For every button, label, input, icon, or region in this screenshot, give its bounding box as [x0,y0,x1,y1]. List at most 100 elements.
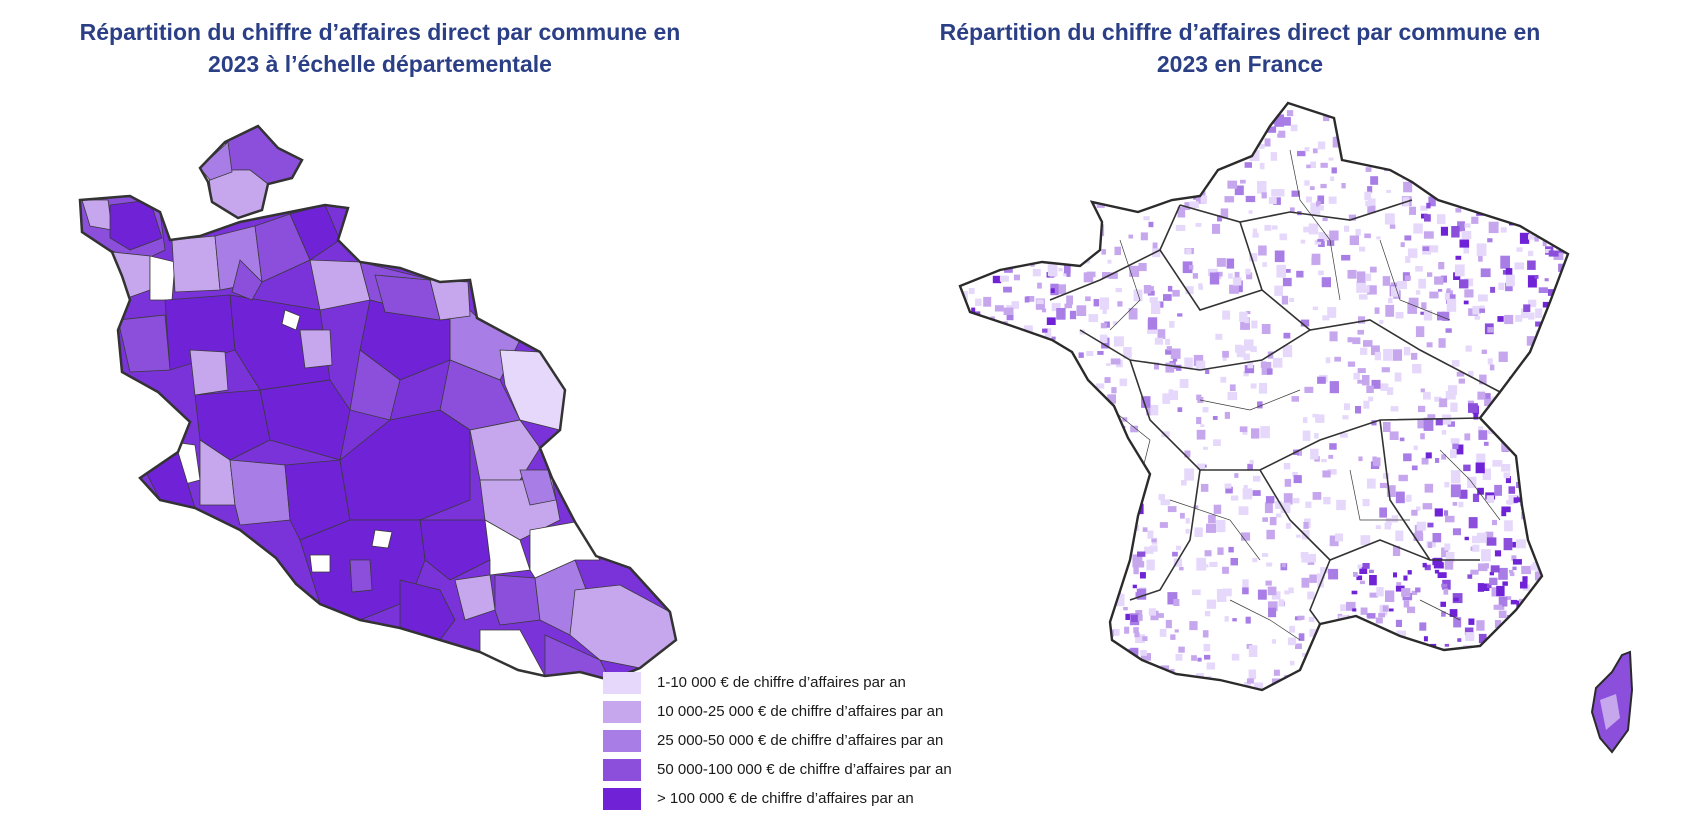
commune-patch [1264,138,1271,147]
commune-patch [1317,376,1326,384]
commune-patch [1491,587,1499,597]
commune-patch [1163,294,1172,301]
commune-patch [1480,268,1491,278]
commune-patch [1077,467,1083,471]
commune-patch [1091,511,1098,518]
commune-patch [1047,263,1058,277]
commune-patch [1383,348,1393,361]
commune-patch [1093,299,1100,307]
commune-patch [1039,220,1047,226]
commune-patch [1461,230,1472,240]
commune-patch [1295,643,1302,649]
commune-patch [1290,124,1298,132]
commune-patch [1533,589,1543,596]
legend-swatch [603,787,641,810]
commune [229,459,291,526]
commune-patch [1405,275,1411,281]
commune-patch [1554,685,1564,690]
commune-patch [1224,411,1230,419]
commune-patch [1510,127,1520,133]
commune-patch [1351,590,1358,595]
commune-patch [1252,232,1259,238]
commune-patch [1446,290,1453,296]
commune-patch [1496,129,1504,139]
commune-patch [1297,615,1305,620]
commune-patch [1544,451,1549,457]
commune-patch [980,261,987,266]
departement-communes [80,196,676,680]
commune-patch [1528,250,1534,257]
commune-patch [1304,180,1310,186]
commune-patch [1228,546,1234,553]
commune-patch [1117,301,1123,307]
commune-patch [1501,511,1507,517]
commune-patch [1570,658,1575,663]
commune-patch [1548,668,1556,675]
commune-patch [1062,128,1068,134]
commune-patch [1019,379,1026,385]
commune-patch [1261,192,1267,199]
commune-patch [981,341,991,352]
commune-patch [1480,144,1490,155]
commune-patch [960,181,969,188]
commune-patch [1049,653,1055,659]
commune-patch [1420,433,1425,440]
commune-patch [1088,679,1094,683]
commune-patch [1542,472,1548,479]
commune-patch [968,288,975,295]
commune-patch [1095,383,1105,389]
commune-patch [1375,525,1381,529]
commune-patch [999,678,1006,687]
commune-patch [1349,662,1355,667]
commune-patch [1055,584,1064,594]
commune-patch [1569,413,1576,419]
commune-patch [1302,430,1311,441]
commune-patch [1078,172,1087,181]
commune-patch [1225,486,1233,494]
commune-patch [1142,103,1149,109]
commune-patch [1064,475,1073,481]
commune-patch [1061,609,1070,619]
commune-patch [1317,141,1326,150]
commune-patch [1422,503,1433,510]
commune-patch [1523,304,1531,312]
commune-patch [1347,361,1356,367]
commune-patch [1464,145,1473,153]
commune-patch [1476,453,1486,464]
commune-patch [1289,625,1295,633]
commune-patch [1412,364,1422,374]
commune-patch [1514,427,1522,432]
commune-patch [1286,676,1294,686]
commune-patch [1057,657,1063,663]
commune-patch [1352,608,1357,612]
commune-patch [1006,504,1015,513]
commune-patch [1360,607,1368,615]
commune-patch [1273,669,1280,676]
commune-patch [1509,572,1515,577]
commune-patch [1455,255,1462,260]
commune-patch [964,468,970,476]
commune-patch [1128,234,1134,239]
commune-patch [1427,114,1437,121]
commune-patch [1323,234,1329,242]
commune-patch [1080,684,1085,688]
commune-patch [1380,383,1389,391]
commune-patch [1472,196,1480,203]
commune-patch [1501,506,1511,513]
commune-patch [1463,675,1474,684]
commune-patch [979,507,985,513]
commune-patch [1098,116,1103,119]
commune-patch [1520,207,1528,214]
commune-patch [1284,590,1290,595]
commune-patch [1438,289,1443,292]
commune-patch [1450,470,1461,484]
commune-patch [1002,606,1008,610]
commune-patch [1165,362,1175,373]
corsica [1590,650,1634,754]
commune-patch [983,618,989,625]
commune-patch [1478,563,1488,572]
commune-patch [1095,672,1102,677]
commune-patch [1528,511,1536,520]
commune-patch [1506,151,1515,162]
commune-patch [1474,123,1484,134]
